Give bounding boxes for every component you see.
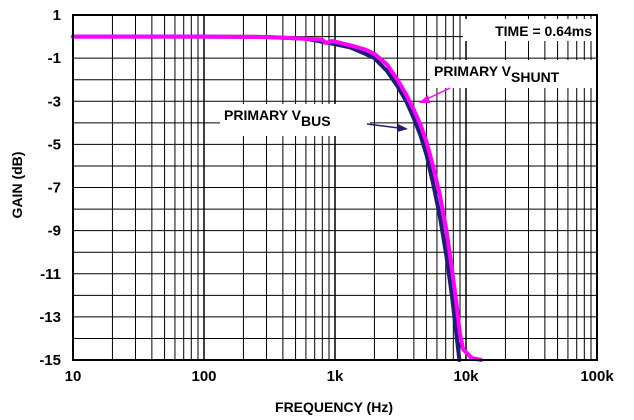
y-tick-label: -5 xyxy=(48,136,61,153)
y-tick-labels: 1 -1 -3 -5 -7 -9 -11 -13 -15 xyxy=(39,7,61,369)
x-axis-label: FREQUENCY (Hz) xyxy=(275,399,393,415)
y-tick-label: -13 xyxy=(39,309,61,326)
series-layer xyxy=(71,34,483,362)
x-tick-label: 100k xyxy=(580,368,614,385)
vshunt-label-main: PRIMARY V xyxy=(434,63,512,79)
y-tick-label: -1 xyxy=(48,50,61,67)
x-tick-label: 10k xyxy=(453,368,479,385)
x-tick-label: 1k xyxy=(327,368,344,385)
y-tick-label: 1 xyxy=(53,7,61,24)
plot-frame xyxy=(72,14,598,361)
vshunt-series-line xyxy=(71,34,483,362)
vshunt-leader-line xyxy=(424,87,451,101)
y-axis-label: GAIN (dB) xyxy=(9,152,25,219)
y-tick-label: -15 xyxy=(39,352,61,369)
vbus-label-main: PRIMARY V xyxy=(224,107,302,123)
time-annotation: TIME = 0.64ms xyxy=(495,23,592,39)
x-tick-labels: 10 100 1k 10k 100k xyxy=(65,368,615,385)
vbus-label-sub: BUS xyxy=(301,113,331,129)
vbus-series-label: PRIMARY VBUS xyxy=(224,107,331,129)
vbus-label-box xyxy=(220,104,370,136)
vbus-leader-arrowhead xyxy=(397,124,408,132)
vshunt-label-sub: SHUNT xyxy=(511,69,560,85)
y-tick-label: -7 xyxy=(48,180,61,197)
vbus-leader-line xyxy=(366,123,400,129)
vshunt-label-box xyxy=(430,60,596,88)
vshunt-series-label: PRIMARY VSHUNT xyxy=(434,63,560,85)
y-tick-label: -3 xyxy=(48,93,61,110)
x-tick-label: 10 xyxy=(65,368,82,385)
x-tick-label: 100 xyxy=(191,368,216,385)
vshunt-leader-arrowhead xyxy=(419,95,430,103)
time-annotation-box xyxy=(463,19,596,41)
y-tick-label: -11 xyxy=(40,266,61,283)
y-tick-label: -9 xyxy=(48,223,61,240)
